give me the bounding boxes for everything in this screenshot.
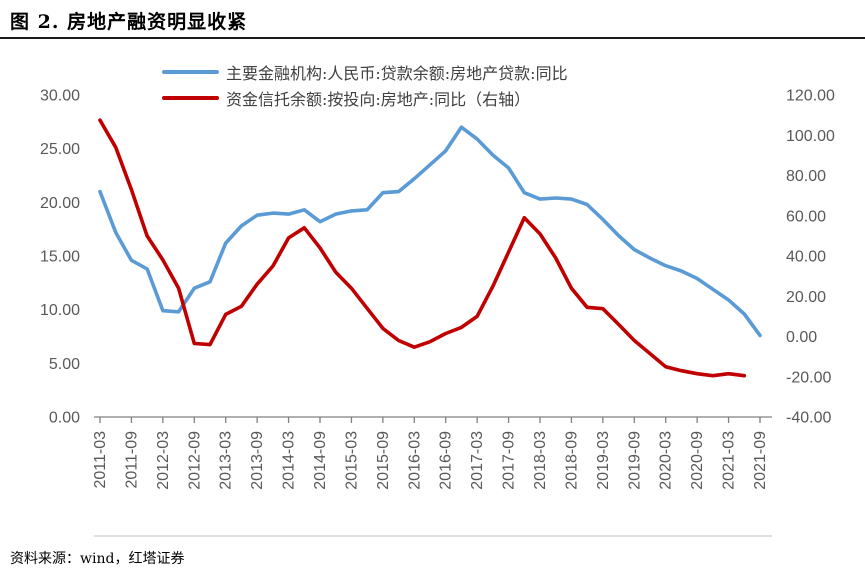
x-axis-tick-label: 2014-09 <box>312 431 329 490</box>
x-axis-tick-label: 2014-03 <box>281 431 298 490</box>
x-axis-tick-label: 2013-09 <box>249 431 266 490</box>
left-axis-tick-label: 30.00 <box>40 88 80 105</box>
x-axis-tick-label: 2021-03 <box>721 431 738 490</box>
legend-label-trust: 资金信托余额:按投向:房地产:同比（右轴） <box>226 90 531 109</box>
x-axis-tick-label: 2016-09 <box>438 431 455 490</box>
trust-line-swatch-icon <box>162 96 219 100</box>
right-axis-tick-label: 80.00 <box>786 168 826 185</box>
legend-item-trust: 资金信托余额:按投向:房地产:同比（右轴） <box>162 85 568 111</box>
right-axis-tick-label: 0.00 <box>786 329 817 346</box>
title-underline <box>0 37 865 39</box>
x-axis-tick-label: 2020-03 <box>658 431 675 490</box>
page-title: 图 2. 房地产融资明显收紧 <box>10 11 248 33</box>
legend-label-loan: 主要金融机构:人民币:贷款余额:房地产贷款:同比 <box>226 64 568 83</box>
trust-growth-line <box>98 118 747 378</box>
x-axis-tick-label: 2018-09 <box>563 431 580 490</box>
left-axis-tick-label: 15.00 <box>40 249 80 266</box>
x-axis-tick-label: 2019-09 <box>626 431 643 490</box>
x-axis-tick-label: 2011-03 <box>92 431 109 489</box>
left-axis-tick-label: 5.00 <box>49 356 80 373</box>
left-axis-tick-label: 0.00 <box>49 410 80 427</box>
right-axis-tick-label: -40.00 <box>786 410 831 427</box>
x-axis-tick-label: 2020-09 <box>689 431 706 490</box>
right-axis-tick-label: 20.00 <box>786 289 826 306</box>
loan-growth-line <box>98 125 762 338</box>
x-axis-tick-label: 2021-09 <box>752 431 769 490</box>
left-axis-tick-label: 10.00 <box>40 302 80 319</box>
right-axis-tick-label: 120.00 <box>786 88 835 105</box>
x-axis-tick-label: 2018-03 <box>532 431 549 490</box>
x-axis-tick-label: 2019-03 <box>595 431 612 490</box>
x-axis-tick-label: 2015-09 <box>375 431 392 490</box>
right-axis-tick-label: 60.00 <box>786 208 826 225</box>
x-axis-tick-label: 2012-03 <box>155 431 172 490</box>
x-axis-tick-label: 2016-03 <box>406 431 423 490</box>
source-note: 资料来源：wind，红塔证券 <box>10 551 185 567</box>
loan-line-swatch-icon <box>162 70 219 74</box>
chart-legend: 主要金融机构:人民币:贷款余额:房地产贷款:同比 资金信托余额:按投向:房地产:… <box>162 59 568 111</box>
x-axis-tick-label: 2015-03 <box>343 431 360 490</box>
right-axis-tick-label: 40.00 <box>786 249 826 266</box>
x-axis-tick-label: 2013-03 <box>218 431 235 490</box>
right-axis-tick-label: -20.00 <box>786 369 831 386</box>
x-axis-tick-label: 2012-09 <box>186 431 203 490</box>
legend-item-loan: 主要金融机构:人民币:贷款余额:房地产贷款:同比 <box>162 59 568 85</box>
left-axis-tick-label: 20.00 <box>40 195 80 212</box>
right-axis-tick-label: 100.00 <box>786 128 835 145</box>
x-axis-tick-label: 2017-09 <box>501 431 518 490</box>
x-axis-tick-label: 2011-09 <box>123 431 140 489</box>
x-axis-tick-label: 2017-03 <box>469 431 486 490</box>
left-axis-tick-label: 25.00 <box>40 141 80 158</box>
